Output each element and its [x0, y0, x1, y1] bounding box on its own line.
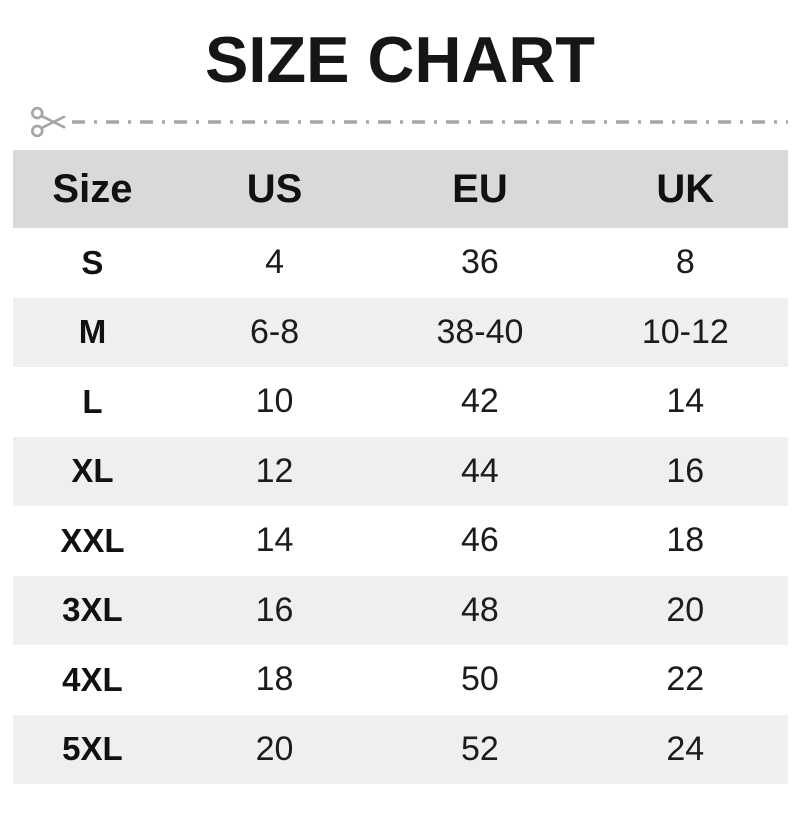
cell-uk: 14 [666, 382, 705, 421]
cell-us: 20 [255, 729, 294, 768]
cell-size: 3XL [62, 591, 123, 629]
cell-eu: 52 [461, 729, 499, 768]
cell-uk: 8 [675, 243, 695, 282]
column-header-size: Size [13, 150, 172, 228]
cell-size: L [82, 382, 103, 420]
cell-uk: 18 [666, 521, 705, 560]
cell-us: 14 [255, 521, 294, 560]
cut-line [30, 100, 788, 144]
cell-uk: 20 [666, 590, 705, 629]
cell-us: 16 [255, 590, 294, 629]
cell-size: XXL [60, 521, 125, 559]
table-row: 3XL 16 48 20 [13, 575, 788, 645]
table-header-row: Size US EU UK [13, 150, 788, 228]
dashed-cut-line [72, 120, 788, 124]
cell-eu: 44 [461, 451, 499, 490]
cell-size: 4XL [62, 660, 123, 698]
table-row: XL 12 44 16 [13, 436, 788, 506]
cell-eu: 46 [461, 521, 499, 560]
cell-size: M [78, 313, 107, 351]
cell-uk: 16 [666, 451, 705, 490]
table-row: S 4 36 8 [13, 228, 788, 298]
cell-eu: 38-40 [436, 312, 524, 351]
cell-size: 5XL [62, 730, 123, 768]
table-row: XXL 14 46 18 [13, 506, 788, 576]
page-title: SIZE CHART [205, 23, 595, 96]
cell-us: 6-8 [249, 312, 300, 351]
cell-us: 18 [255, 660, 294, 699]
table-row: L 10 42 14 [13, 367, 788, 437]
table-row: 5XL 20 52 24 [13, 714, 788, 784]
column-header-uk: UK [582, 150, 788, 228]
scissors-icon [31, 106, 66, 138]
cell-us: 10 [255, 382, 294, 421]
size-chart-table: Size US EU UK S 4 36 8 M 6-8 38-40 10-12… [13, 150, 788, 784]
cell-us: 4 [265, 243, 285, 282]
column-header-us: US [171, 150, 378, 228]
cell-uk: 22 [666, 660, 705, 699]
cell-uk: 24 [666, 729, 705, 768]
cell-eu: 48 [461, 590, 499, 629]
cell-eu: 42 [461, 382, 499, 421]
cell-uk: 10-12 [641, 312, 729, 351]
table-row: 4XL 18 50 22 [13, 645, 788, 715]
table-row: M 6-8 38-40 10-12 [13, 297, 788, 367]
cell-size: XL [71, 452, 114, 490]
cell-eu: 50 [461, 660, 499, 699]
column-header-eu: EU [377, 150, 583, 228]
cell-size: S [81, 243, 104, 281]
cell-eu: 36 [461, 243, 499, 282]
cell-us: 12 [255, 451, 294, 490]
